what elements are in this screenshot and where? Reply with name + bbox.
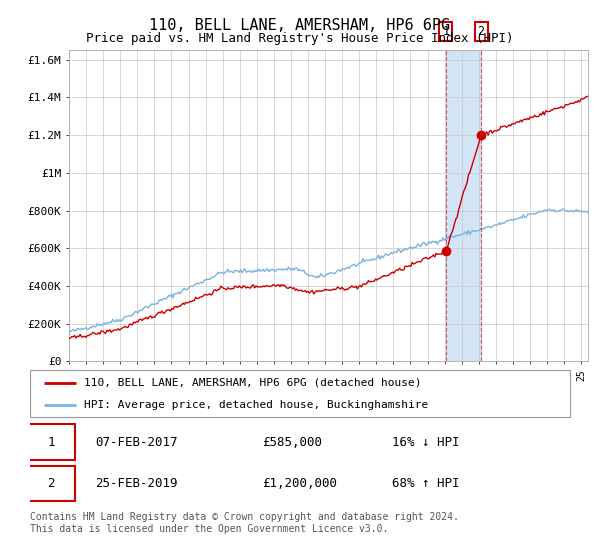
Text: £585,000: £585,000 [262,436,322,449]
Text: 110, BELL LANE, AMERSHAM, HP6 6PG (detached house): 110, BELL LANE, AMERSHAM, HP6 6PG (detac… [84,378,421,388]
FancyBboxPatch shape [28,424,75,460]
Text: 07-FEB-2017: 07-FEB-2017 [95,436,178,449]
Text: 16% ↓ HPI: 16% ↓ HPI [392,436,460,449]
FancyBboxPatch shape [28,466,75,501]
Text: 2: 2 [478,25,485,38]
Text: 68% ↑ HPI: 68% ↑ HPI [392,477,460,490]
Bar [446,50,481,361]
Text: 1: 1 [47,436,55,449]
Text: 2: 2 [47,477,55,490]
FancyBboxPatch shape [30,370,570,417]
Text: Price paid vs. HM Land Registry's House Price Index (HPI): Price paid vs. HM Land Registry's House … [86,32,514,45]
Text: 110, BELL LANE, AMERSHAM, HP6 6PG: 110, BELL LANE, AMERSHAM, HP6 6PG [149,18,451,34]
Text: 25-FEB-2019: 25-FEB-2019 [95,477,178,490]
Text: HPI: Average price, detached house, Buckinghamshire: HPI: Average price, detached house, Buck… [84,400,428,410]
Text: Contains HM Land Registry data © Crown copyright and database right 2024.
This d: Contains HM Land Registry data © Crown c… [30,512,459,534]
Text: £1,200,000: £1,200,000 [262,477,337,490]
Text: 1: 1 [442,25,449,38]
